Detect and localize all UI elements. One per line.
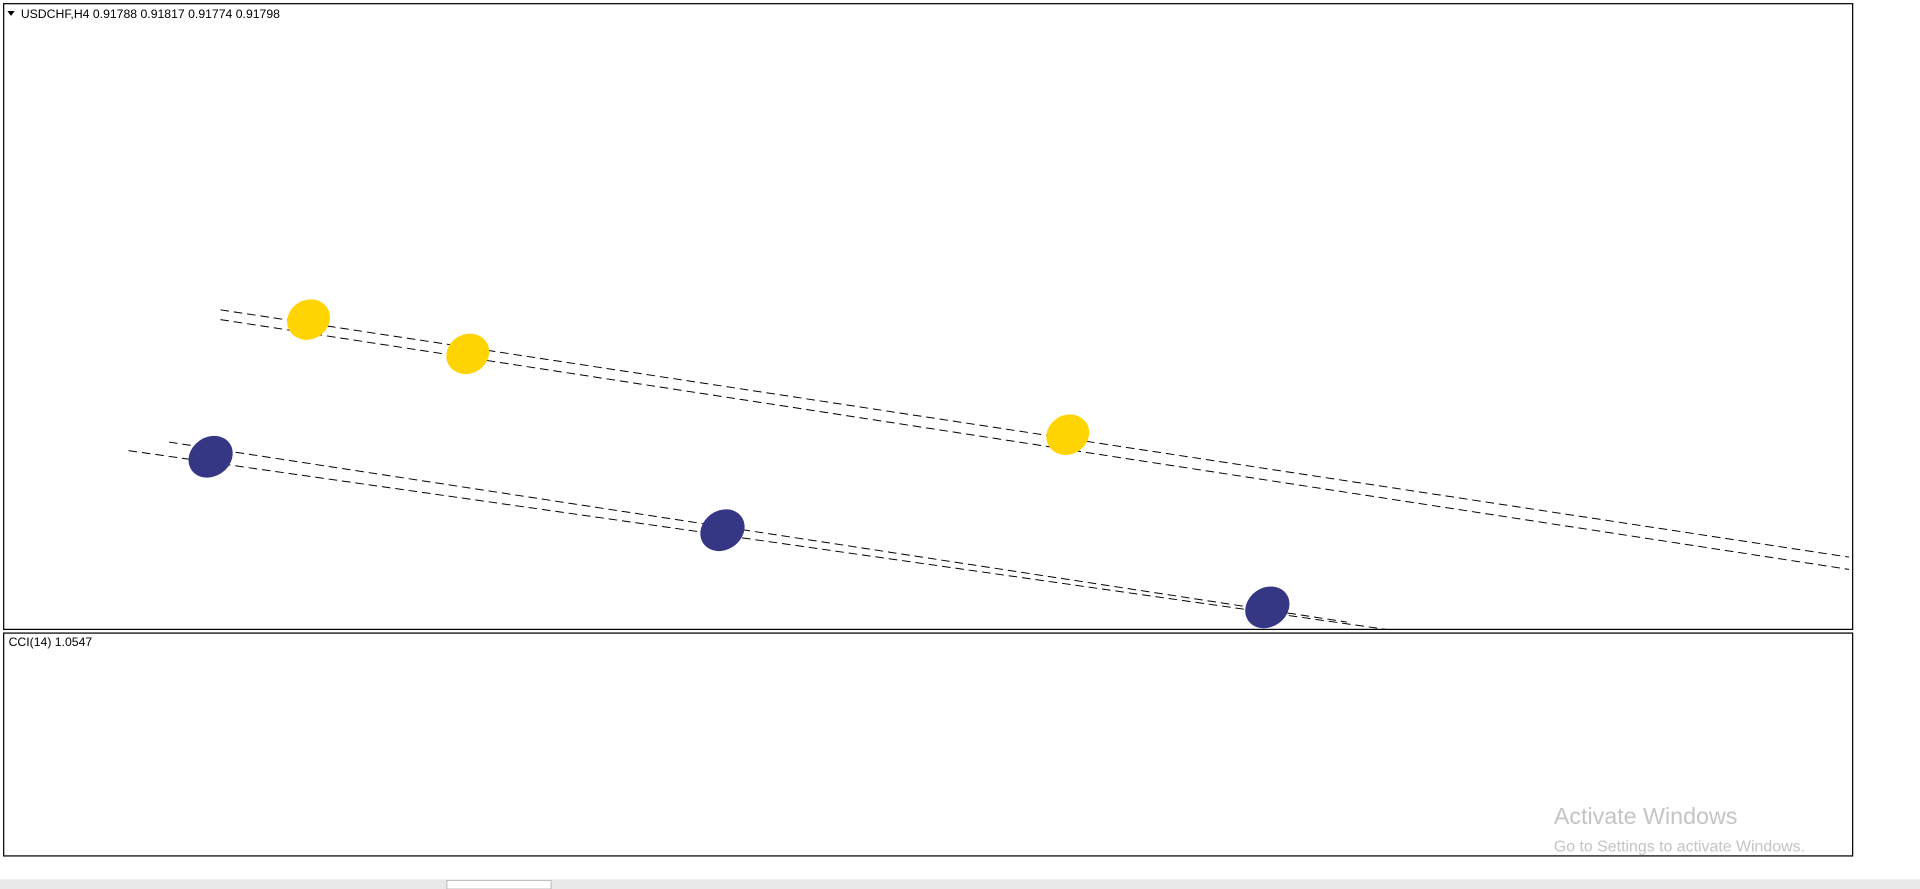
cci-panel xyxy=(3,632,1854,857)
trough-marker xyxy=(188,435,233,478)
peak-marker xyxy=(287,299,331,340)
indicator-title: CCI(14) 1.0547 xyxy=(9,635,93,649)
trough-marker xyxy=(700,509,745,552)
menu-arrow[interactable] xyxy=(7,11,15,16)
peak-marker xyxy=(1046,414,1090,455)
tab-strip xyxy=(0,879,1920,889)
annotations xyxy=(128,299,1850,630)
chart-title: USDCHF,H4 0.91788 0.91817 0.91774 0.9179… xyxy=(21,7,280,21)
watermark-title: Activate Windows xyxy=(1554,803,1737,829)
channel-line xyxy=(220,319,1850,570)
peak-marker xyxy=(446,333,490,375)
channel-line xyxy=(168,441,1348,623)
active-tab[interactable] xyxy=(446,880,552,889)
price-panel xyxy=(3,3,1854,631)
channel-line xyxy=(128,450,1387,630)
watermark-subtitle: Go to Settings to activate Windows. xyxy=(1554,839,1805,856)
channel-line xyxy=(220,309,1850,558)
trough-marker xyxy=(1245,586,1290,629)
